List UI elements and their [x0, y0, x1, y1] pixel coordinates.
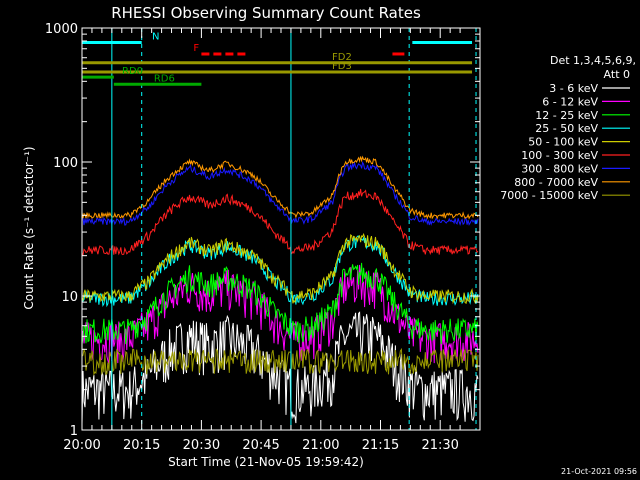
y-tick-label: 1 [70, 424, 78, 439]
legend-label: 100 - 300 keV [521, 149, 598, 162]
y-tick-label: 1000 [45, 22, 78, 37]
y-axis-label: Count Rate (s⁻¹ detector⁻¹) [22, 146, 36, 309]
chart-title: RHESSI Observing Summary Count Rates [111, 4, 421, 22]
generated-timestamp: 21-Oct-2021 09:56 [561, 467, 637, 476]
x-tick-label: 20:15 [123, 438, 160, 453]
series-line-6 [81, 188, 479, 257]
x-tick-label: 21:15 [362, 438, 399, 453]
legend-label: 12 - 25 keV [535, 109, 598, 122]
y-tick-label: 100 [53, 156, 78, 171]
x-tick-label: 21:30 [421, 438, 458, 453]
indicator-label: RD0 [122, 66, 143, 77]
x-tick-label: 21:00 [302, 438, 339, 453]
x-tick-label: 20:00 [63, 438, 100, 453]
x-tick-label: 20:30 [183, 438, 220, 453]
legend-header-2: Att 0 [604, 68, 630, 81]
series-line-3 [81, 262, 479, 345]
indicator-label: RD6 [154, 73, 175, 84]
legend-label: 3 - 6 keV [549, 82, 598, 95]
series-line-2 [81, 264, 479, 364]
legend-label: 6 - 12 keV [542, 95, 598, 108]
legend-label: 300 - 800 keV [521, 162, 598, 175]
indicator-label: FD2 [332, 52, 352, 63]
series-line-9 [81, 347, 479, 377]
legend-label: 7000 - 15000 keV [500, 189, 598, 202]
legend-label: 25 - 50 keV [535, 122, 598, 135]
legend-label: 50 - 100 keV [528, 136, 598, 149]
indicator-label: FD3 [332, 61, 352, 72]
indicator-label: N [152, 31, 159, 42]
indicator-label: F [193, 43, 199, 54]
x-axis-label: Start Time (21-Nov-05 19:59:42) [168, 455, 364, 469]
series-line-8 [81, 155, 479, 220]
series-line-7 [81, 161, 479, 226]
legend-header-1: Det 1,3,4,5,6,9, [550, 54, 636, 67]
y-tick-label: 10 [61, 290, 78, 305]
legend-label: 800 - 7000 keV [514, 176, 598, 189]
series-line-5 [81, 232, 479, 305]
x-tick-label: 20:45 [242, 438, 279, 453]
